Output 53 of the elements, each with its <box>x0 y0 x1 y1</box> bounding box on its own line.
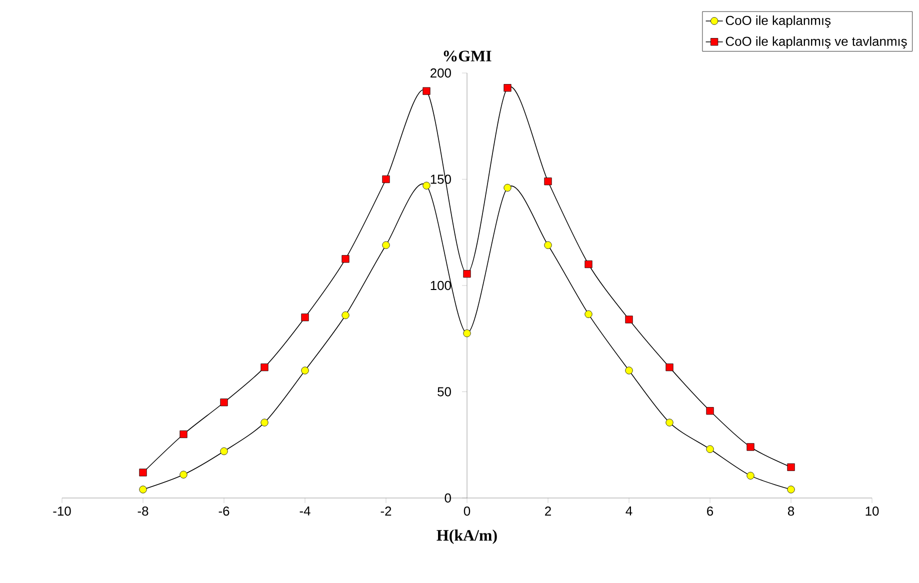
x-tick-label: -4 <box>300 506 310 516</box>
legend-label: CoO ile kaplanmış ve tavlanmış <box>726 36 907 49</box>
point <box>260 418 268 426</box>
point <box>544 241 552 249</box>
x-tick-label: 6 <box>707 506 714 516</box>
point <box>220 447 228 456</box>
x-tick-label: -10 <box>53 506 71 516</box>
point <box>625 316 633 324</box>
point <box>342 255 350 263</box>
point <box>584 310 592 318</box>
point <box>666 364 674 372</box>
x-axis-title: H(kA/m) <box>436 530 497 544</box>
y-tick-label: 100 <box>430 280 451 290</box>
point <box>301 366 309 374</box>
point <box>666 418 674 426</box>
point <box>746 443 754 451</box>
y-tick-label: 0 <box>444 493 451 503</box>
point <box>625 366 633 374</box>
point <box>746 472 754 480</box>
point <box>139 468 147 476</box>
point <box>787 463 795 471</box>
point <box>180 430 188 438</box>
x-tick-label: 2 <box>545 506 551 516</box>
point <box>463 270 471 278</box>
point <box>706 445 714 453</box>
point <box>382 241 390 249</box>
x-tick-label: 4 <box>626 506 632 516</box>
x-tick-label: 0 <box>464 506 470 516</box>
point <box>463 330 471 338</box>
point <box>504 184 512 192</box>
x-tick-label: -8 <box>138 506 148 516</box>
y-tick-label: 200 <box>430 68 451 78</box>
x-tick-label: 8 <box>788 506 794 516</box>
point <box>706 407 714 415</box>
x-tick-label: 10 <box>866 506 879 516</box>
x-tick-label: -6 <box>218 506 230 516</box>
point <box>422 182 430 190</box>
legend-label: CoO ile kaplanmış <box>726 16 831 28</box>
x-tick-label: -2 <box>380 506 392 516</box>
point <box>382 175 390 184</box>
point <box>301 314 309 322</box>
point <box>504 84 512 92</box>
y-axis-title: %GMI <box>444 50 492 62</box>
point <box>342 311 350 320</box>
point <box>787 486 795 494</box>
point <box>260 364 268 372</box>
point <box>584 260 592 268</box>
point <box>180 470 188 478</box>
point <box>139 486 147 494</box>
point <box>422 87 430 95</box>
point <box>544 178 552 186</box>
point <box>220 398 228 406</box>
y-tick-label: 50 <box>438 387 451 396</box>
